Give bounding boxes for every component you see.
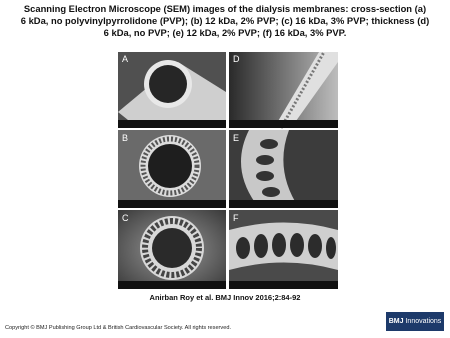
title-line: 6 kDa, no PVP; (e) 12 kDa, 2% PVP; (f) 1… [103,27,347,38]
panel-label: B [122,133,128,143]
panel-label: E [233,133,239,143]
panel-b [118,130,226,208]
citation: Anirban Roy et al. BMJ Innov 2016;2:84-9… [149,293,301,302]
panel-e [229,130,338,208]
panel-d [229,52,338,129]
panel-f [229,210,338,289]
logo-name: Innovations [405,318,442,325]
panel-label: C [122,213,129,223]
panel-c [118,210,226,289]
panel-label: F [233,213,239,223]
title-line: 6 kDa, no polyvinylpyrrolidone (PVP); (b… [20,15,430,26]
sem-figure: A D B E C F [118,52,338,289]
logo: BMJ Innovations [386,312,444,331]
panel-a [118,52,226,128]
title-line: Scanning Electron Microscope (SEM) image… [23,3,427,14]
logo-brand: BMJ [388,318,404,325]
title: Scanning Electron Microscope (SEM) image… [0,3,450,39]
copyright: Copyright © BMJ Publishing Group Ltd & B… [5,325,231,331]
panel-label: D [233,54,240,64]
panel-label: A [122,54,128,64]
